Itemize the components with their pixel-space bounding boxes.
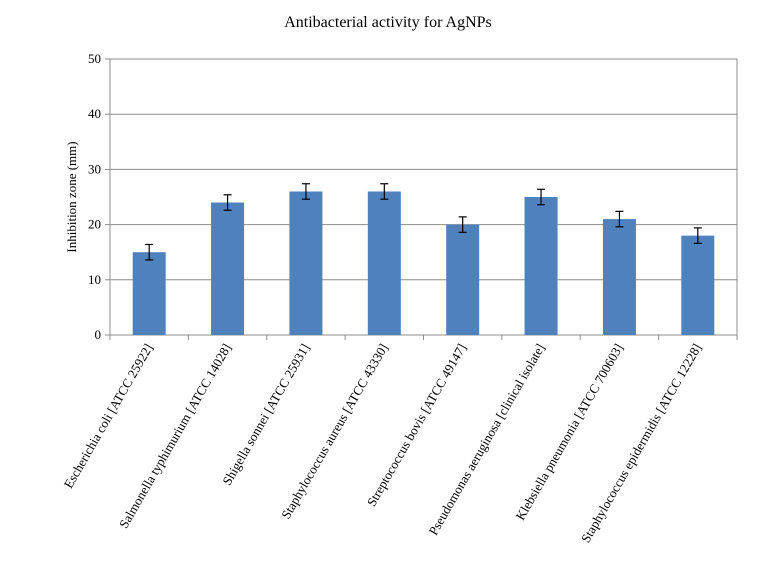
bar: [524, 197, 558, 335]
chart-title: Antibacterial activity for AgNPs: [284, 14, 492, 31]
plot-area: [109, 58, 738, 336]
error-bars: [145, 183, 702, 261]
x-category-label: Shigella sonnei [ATCC 25931]: [219, 341, 312, 488]
y-tick-label: 40: [88, 106, 101, 121]
y-tick-label: 10: [88, 272, 101, 287]
bar: [367, 191, 401, 335]
bar: [681, 235, 715, 335]
bar: [446, 224, 480, 335]
bars: [132, 191, 715, 335]
y-axis-label: Inhibition zone (mm): [64, 141, 79, 252]
bar: [602, 219, 636, 335]
y-axis-ticks: 0 10 20 30 40 50: [88, 51, 110, 342]
y-tick-label: 20: [88, 217, 101, 232]
y-tick-label: 30: [88, 161, 101, 176]
x-axis-labels: Escherichia coli [ATCC 25922]Salmonella …: [61, 335, 738, 545]
bar: [211, 202, 245, 335]
y-tick-label: 50: [88, 51, 101, 66]
x-category-label: Escherichia coli [ATCC 25922]: [61, 341, 156, 491]
y-tick-label: 0: [95, 327, 102, 342]
bar: [132, 252, 166, 335]
bar: [289, 191, 323, 335]
